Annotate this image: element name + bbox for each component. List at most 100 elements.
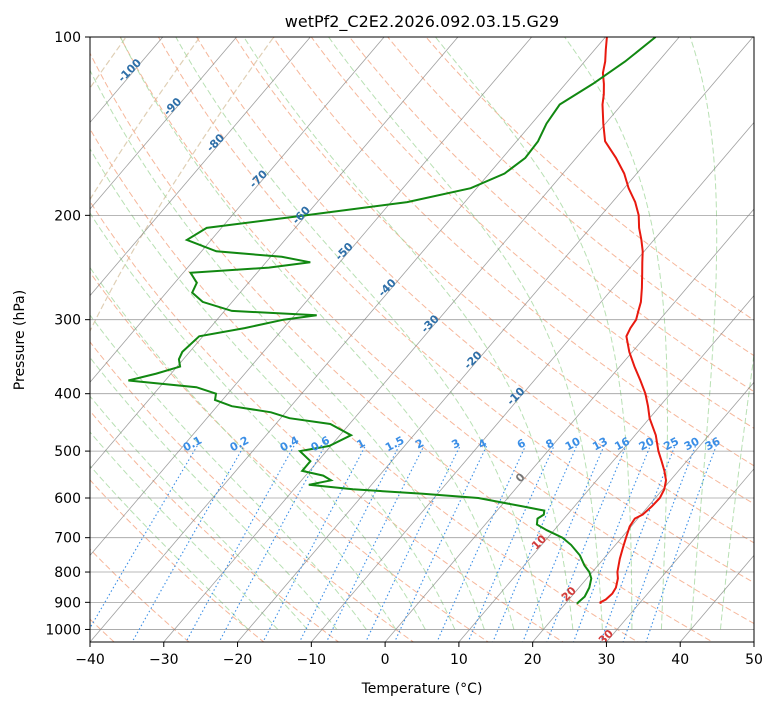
dry-adiabat-label: -70 bbox=[247, 167, 270, 190]
mixing-ratio-line bbox=[365, 445, 461, 642]
isotherm-line bbox=[90, 37, 533, 557]
dry-adiabat-label: -60 bbox=[290, 203, 313, 226]
mixing-ratio-line bbox=[185, 445, 295, 642]
isotherm-line bbox=[753, 641, 754, 642]
moist-adiabat-line bbox=[90, 464, 249, 630]
dry-adiabat-line bbox=[90, 548, 190, 642]
dry-adiabat-line bbox=[196, 37, 754, 544]
dry-adiabat-line bbox=[90, 200, 564, 642]
moist-adiabat-line bbox=[90, 69, 485, 630]
isotherm-line bbox=[310, 121, 754, 642]
y-tick-label: 900 bbox=[54, 595, 81, 611]
mixing-ratio-label: 4 bbox=[476, 436, 489, 451]
dry-adiabat-line bbox=[387, 37, 754, 357]
x-tick-label: 0 bbox=[381, 652, 390, 668]
dry-adiabat-label: -90 bbox=[161, 95, 184, 118]
dry-adiabat-line bbox=[272, 37, 754, 467]
moist-adiabat-line bbox=[435, 37, 633, 630]
mixing-ratio-line bbox=[572, 445, 651, 642]
mixing-ratio-line bbox=[298, 445, 400, 642]
mixing-ratio-label: 3 bbox=[449, 436, 462, 451]
mixing-ratio-label: 13 bbox=[590, 435, 610, 454]
x-tick-label: −30 bbox=[149, 652, 179, 668]
x-tick-label: 20 bbox=[524, 652, 542, 668]
wetbulb-curve bbox=[90, 37, 275, 333]
mixing-ratio-line bbox=[622, 445, 697, 642]
moist-adiabat-line bbox=[689, 37, 718, 630]
mixing-ratio-line bbox=[522, 445, 605, 642]
y-tick-label: 600 bbox=[54, 491, 81, 507]
x-tick-label: 50 bbox=[745, 652, 763, 668]
moist-adiabat-line bbox=[90, 395, 308, 630]
isotherm-line bbox=[679, 554, 754, 642]
dry-adiabat-line bbox=[90, 341, 415, 642]
chart-title: wetPf2_C2E2.2026.092.03.15.G29 bbox=[285, 12, 559, 32]
isotherm-line bbox=[90, 37, 459, 470]
dry-adiabat-label: 40 bbox=[638, 664, 658, 684]
background-lines bbox=[90, 37, 754, 642]
mixing-ratio-line bbox=[90, 445, 198, 630]
y-tick-label: 200 bbox=[54, 208, 81, 224]
mixing-ratio-line bbox=[467, 445, 555, 642]
x-axis-label: Temperature (°C) bbox=[361, 681, 483, 697]
y-axis-label: Pressure (hPa) bbox=[12, 290, 28, 390]
isotherm-line bbox=[237, 37, 754, 642]
moist-adiabat-line bbox=[90, 212, 426, 630]
y-tick-label: 800 bbox=[54, 565, 81, 581]
dry-adiabat-line bbox=[425, 37, 754, 321]
dry-adiabat-line bbox=[90, 410, 340, 642]
dry-adiabat-line bbox=[119, 37, 754, 625]
x-tick-label: −10 bbox=[297, 652, 327, 668]
mixing-ratio-line bbox=[645, 445, 717, 642]
isotherm-line bbox=[90, 37, 238, 210]
y-tick-label: 1000 bbox=[45, 622, 81, 638]
isotherm-line bbox=[163, 37, 680, 642]
y-tick-label: 300 bbox=[54, 313, 81, 329]
mixing-ratio-line bbox=[218, 445, 326, 642]
y-tick-label: 100 bbox=[54, 30, 81, 46]
dry-adiabat-label: 10 bbox=[529, 532, 549, 552]
mixing-ratio-label: 25 bbox=[661, 435, 681, 454]
isotherm-line bbox=[90, 37, 606, 642]
dry-adiabat-line bbox=[90, 271, 490, 642]
moist-adiabat-line bbox=[90, 266, 397, 630]
dry-adiabat-line bbox=[348, 37, 754, 393]
moist-adiabat-line bbox=[328, 37, 603, 630]
x-tick-label: 40 bbox=[671, 652, 689, 668]
dry-adiabat-label: -80 bbox=[204, 131, 227, 154]
moist-adiabat-line bbox=[564, 37, 668, 630]
mixing-ratio-label: 36 bbox=[703, 434, 723, 453]
dry-adiabat-label: -30 bbox=[419, 312, 442, 335]
mixing-ratio-line bbox=[546, 445, 627, 642]
dry-adiabat-line bbox=[90, 479, 265, 642]
mixing-ratio-label: 16 bbox=[612, 435, 632, 454]
y-tick-label: 400 bbox=[54, 387, 81, 403]
dry-adiabat-line bbox=[234, 37, 754, 505]
dry-adiabat-label: -100 bbox=[115, 56, 144, 85]
dry-adiabat-label: 20 bbox=[559, 584, 579, 604]
mixing-ratio-line bbox=[492, 445, 578, 642]
moist-adiabat-line bbox=[719, 351, 754, 630]
x-tick-label: −20 bbox=[223, 652, 253, 668]
moist-adiabat-line bbox=[175, 37, 544, 630]
mixing-ratio-label: 10 bbox=[563, 435, 583, 454]
dry-adiabat-line bbox=[157, 37, 754, 584]
isotherm-line bbox=[90, 37, 311, 297]
temperature-profile bbox=[599, 37, 668, 604]
mixing-ratio-label: 8 bbox=[544, 436, 557, 451]
dry-adiabat-label: -50 bbox=[333, 240, 356, 263]
y-tick-label: 700 bbox=[54, 531, 81, 547]
dewpoint-profile bbox=[128, 37, 657, 605]
mixing-ratio-line bbox=[600, 445, 676, 642]
dry-adiabat-line bbox=[310, 37, 754, 429]
dry-adiabat-label: -20 bbox=[461, 348, 484, 371]
moist-adiabat-line bbox=[243, 37, 574, 630]
moist-adiabat-line bbox=[90, 147, 456, 630]
mixing-ratio-label: 2 bbox=[413, 436, 426, 451]
dry-adiabat-label: -10 bbox=[504, 385, 527, 408]
wetbulb-curve bbox=[90, 37, 201, 201]
isotherm-line bbox=[90, 37, 385, 383]
isotherm-line bbox=[458, 295, 754, 642]
isotherm-line bbox=[384, 208, 754, 642]
